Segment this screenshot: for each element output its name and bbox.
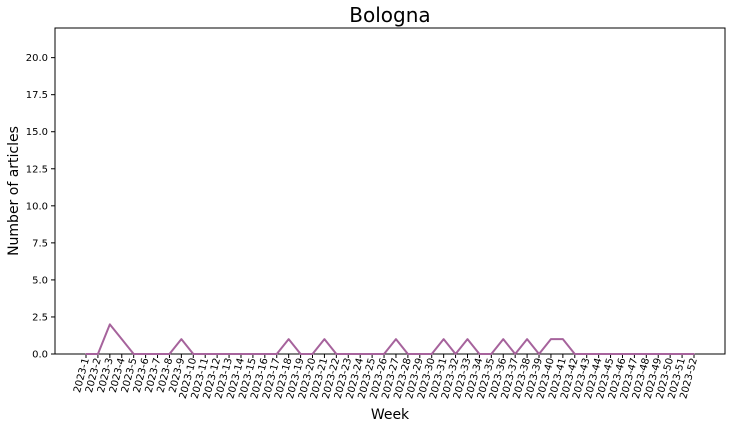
data-point	[395, 338, 397, 340]
data-point	[85, 353, 87, 355]
y-tick-label: 0.0	[32, 350, 48, 361]
data-point	[144, 353, 147, 355]
data-point	[466, 338, 469, 340]
y-tick-label: 17.5	[26, 90, 48, 101]
y-axis-ticks: 0.0 2.5 5.0 7.5 10.0 12.5 15.0 17.5 20.0	[26, 53, 55, 361]
data-point	[180, 338, 183, 340]
data-point	[621, 353, 624, 355]
data-point	[657, 353, 660, 355]
data-point	[97, 353, 99, 355]
data-point	[156, 353, 159, 355]
data-point	[347, 353, 350, 355]
data-point	[514, 353, 516, 355]
data-point	[645, 353, 648, 355]
data-point	[168, 353, 171, 355]
data-point	[478, 353, 481, 355]
data-point	[562, 338, 564, 340]
x-axis-ticks: 2023-12023-22023-32023-42023-52023-62023…	[72, 354, 700, 400]
data-point	[597, 353, 600, 355]
data-point	[335, 353, 338, 355]
data-point	[502, 338, 505, 340]
y-tick-label: 5.0	[32, 275, 48, 286]
data-point	[359, 353, 361, 355]
data-point	[454, 353, 457, 355]
y-tick-label: 20.0	[26, 53, 48, 64]
data-point	[299, 353, 302, 355]
data-point	[526, 338, 528, 340]
series-line	[86, 323, 694, 355]
data-point	[550, 338, 552, 340]
data-point	[585, 353, 588, 355]
chart-title: Bologna	[349, 3, 430, 27]
x-axis-label: Week	[371, 407, 410, 423]
data-point	[633, 353, 636, 355]
data-point	[204, 353, 207, 355]
data-point	[252, 353, 254, 355]
data-point	[228, 353, 230, 355]
data-point	[132, 353, 135, 355]
y-tick-label: 7.5	[32, 238, 48, 249]
y-tick-label: 2.5	[32, 312, 48, 323]
data-point	[371, 353, 373, 355]
y-tick-label: 15.0	[26, 127, 48, 138]
data-point	[681, 353, 683, 355]
data-point	[192, 353, 195, 355]
series-group	[85, 323, 695, 355]
data-point	[419, 353, 421, 355]
data-point	[538, 353, 540, 355]
data-point	[442, 338, 445, 340]
data-point	[240, 353, 242, 355]
data-point	[120, 338, 123, 340]
data-point	[609, 353, 612, 355]
data-point	[693, 353, 695, 355]
y-tick-label: 10.0	[26, 201, 48, 212]
data-point	[216, 353, 218, 355]
y-axis-label: Number of articles	[6, 126, 22, 256]
plot-area	[54, 27, 726, 355]
data-point	[109, 323, 111, 326]
data-point	[490, 353, 493, 355]
data-point	[323, 338, 326, 340]
data-point	[287, 338, 290, 340]
data-point	[669, 353, 671, 355]
y-tick-label: 12.5	[26, 164, 48, 175]
data-point	[264, 353, 266, 355]
data-point	[275, 353, 278, 355]
data-point	[311, 353, 314, 355]
data-point	[573, 353, 576, 355]
data-point	[383, 353, 385, 355]
data-point	[407, 353, 409, 355]
data-point	[430, 353, 433, 355]
